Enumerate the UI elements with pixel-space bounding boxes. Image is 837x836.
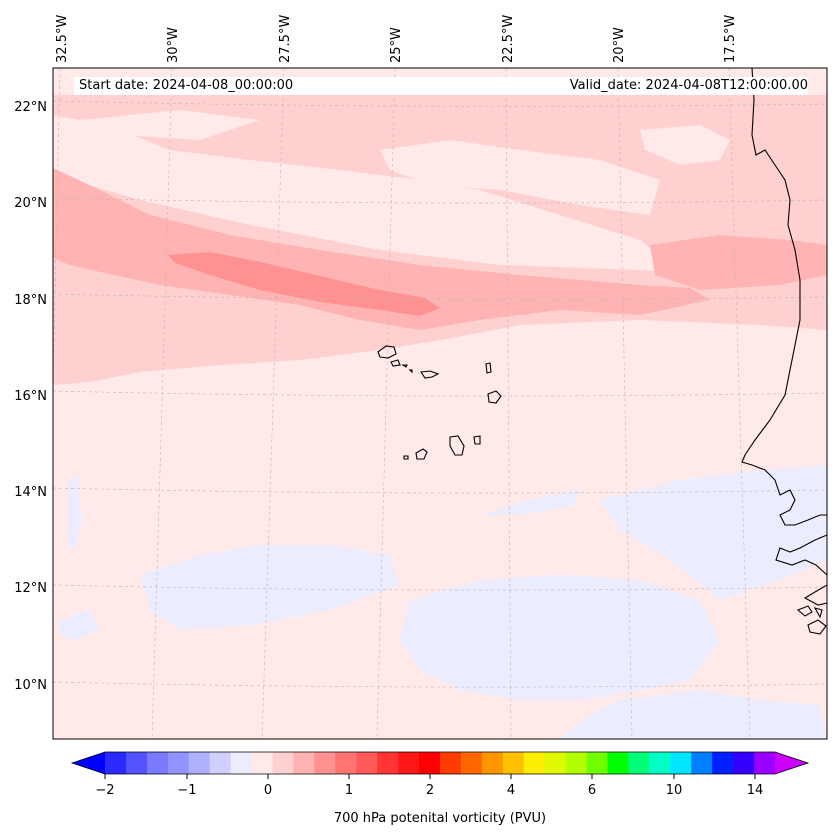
colorbar-cell bbox=[293, 752, 315, 774]
colorbar-cell bbox=[502, 752, 525, 774]
lat-label: 22°N bbox=[14, 100, 47, 115]
lon-label: 17.5°W bbox=[723, 15, 738, 63]
colorbar-cell bbox=[251, 752, 273, 774]
pv-negative-patch-4 bbox=[600, 465, 827, 600]
colorbar-cell bbox=[272, 752, 294, 774]
colorbar-cell bbox=[481, 752, 504, 774]
colorbar-ticks bbox=[104, 774, 756, 779]
colorbar-cells bbox=[105, 752, 776, 774]
colorbar-tick-labels: −2 −1 0 1 2 4 6 10 14 bbox=[95, 783, 763, 798]
valid-date-label: Valid_date: 2024-04-08T12:00:00.00 bbox=[334, 77, 808, 95]
colorbar: −2 −1 0 1 2 4 6 10 14 700 hPa potenital … bbox=[70, 751, 810, 826]
colorbar-tick-label: 1 bbox=[345, 783, 353, 798]
colorbar-cell bbox=[419, 752, 441, 774]
lon-label: 25°W bbox=[389, 27, 404, 63]
colorbar-cell bbox=[188, 752, 211, 774]
colorbar-tick-label: 10 bbox=[666, 783, 683, 798]
pv-pocket-northeast bbox=[640, 125, 730, 165]
colorbar-cell bbox=[314, 752, 336, 774]
colorbar-extend-max bbox=[775, 752, 808, 774]
start-date-label: Start date: 2024-04-08_00:00:00 bbox=[74, 77, 339, 95]
cape-verde-islands bbox=[377, 345, 502, 460]
map-frame bbox=[52, 67, 828, 740]
pv-light-band-north bbox=[53, 95, 827, 300]
pv-medium-band bbox=[53, 168, 710, 330]
lon-label: 20°W bbox=[612, 27, 627, 63]
pv-negative-patch-2 bbox=[400, 575, 720, 700]
lat-label: 10°N bbox=[14, 678, 47, 693]
colorbar-tick-label: 6 bbox=[588, 783, 596, 798]
pv-negative-patch-6 bbox=[60, 610, 100, 640]
coastal-islands bbox=[807, 619, 827, 635]
colorbar-extend-min bbox=[72, 752, 105, 774]
colorbar-cell bbox=[544, 752, 567, 774]
pv-field bbox=[53, 68, 827, 739]
colorbar-label: 700 hPa potenital vorticity (PVU) bbox=[334, 811, 546, 826]
colorbar-cell bbox=[230, 752, 253, 774]
colorbar-cell bbox=[398, 752, 420, 774]
colorbar-cell bbox=[377, 752, 399, 774]
colorbar-cell bbox=[125, 752, 148, 774]
colorbar-cell bbox=[586, 752, 608, 774]
pv-strong-core bbox=[168, 252, 440, 316]
colorbar-tick-label: −2 bbox=[95, 783, 114, 798]
pv-negative-patch-3 bbox=[480, 490, 580, 515]
colorbar-tick-label: 2 bbox=[426, 783, 434, 798]
lon-label: 32.5°W bbox=[55, 15, 70, 63]
africa-coastline-south-2 bbox=[803, 584, 827, 606]
pv-negative-patch-7 bbox=[68, 475, 82, 550]
colorbar-cell bbox=[523, 752, 546, 774]
africa-coastline bbox=[741, 68, 827, 526]
pv-pocket-north bbox=[380, 140, 660, 215]
lat-label: 14°N bbox=[14, 485, 47, 500]
colorbar-cell bbox=[607, 752, 629, 774]
colorbar-cell bbox=[712, 752, 734, 774]
graticule bbox=[53, 68, 827, 739]
colorbar-tick-label: −1 bbox=[177, 783, 196, 798]
colorbar-cell bbox=[167, 752, 190, 774]
colorbar-cell bbox=[691, 752, 713, 774]
colorbar-tick-label: 0 bbox=[264, 783, 272, 798]
colorbar-cell bbox=[356, 752, 378, 774]
colorbar-cell bbox=[649, 752, 671, 774]
africa-coastline-south-1 bbox=[775, 534, 827, 576]
lat-label: 12°N bbox=[14, 581, 47, 596]
bijagos-islands bbox=[796, 605, 823, 619]
colorbar-cell bbox=[105, 752, 127, 774]
latitude-labels: 22°N 20°N 18°N 16°N 14°N 12°N 10°N bbox=[14, 100, 47, 693]
pv-medium-patch-east bbox=[650, 235, 827, 290]
lat-label: 16°N bbox=[14, 389, 47, 404]
lat-label: 18°N bbox=[14, 293, 47, 308]
lon-label: 27.5°W bbox=[278, 15, 293, 63]
colorbar-tick-label: 4 bbox=[507, 783, 515, 798]
colorbar-cell bbox=[628, 752, 650, 774]
pv-pocket-northwest bbox=[80, 110, 260, 140]
colorbar-cell bbox=[670, 752, 692, 774]
colorbar-cell bbox=[460, 752, 483, 774]
colorbar-cell bbox=[440, 752, 462, 774]
colorbar-cell bbox=[209, 752, 232, 774]
colorbar-cell bbox=[733, 752, 755, 774]
colorbar-cell bbox=[146, 752, 169, 774]
colorbar-cell bbox=[565, 752, 588, 774]
pv-negative-patch-5 bbox=[560, 690, 827, 739]
colorbar-cell bbox=[335, 752, 357, 774]
colorbar-tick-label: 14 bbox=[747, 783, 764, 798]
longitude-labels: 32.5°W 30°W 27.5°W 25°W 22.5°W 20°W 17.5… bbox=[55, 15, 738, 63]
pv-negative-patch-1 bbox=[140, 545, 400, 630]
lon-label: 22.5°W bbox=[501, 15, 516, 63]
colorbar-cell bbox=[754, 752, 776, 774]
lat-label: 20°N bbox=[14, 196, 47, 211]
lon-label: 30°W bbox=[166, 27, 181, 63]
